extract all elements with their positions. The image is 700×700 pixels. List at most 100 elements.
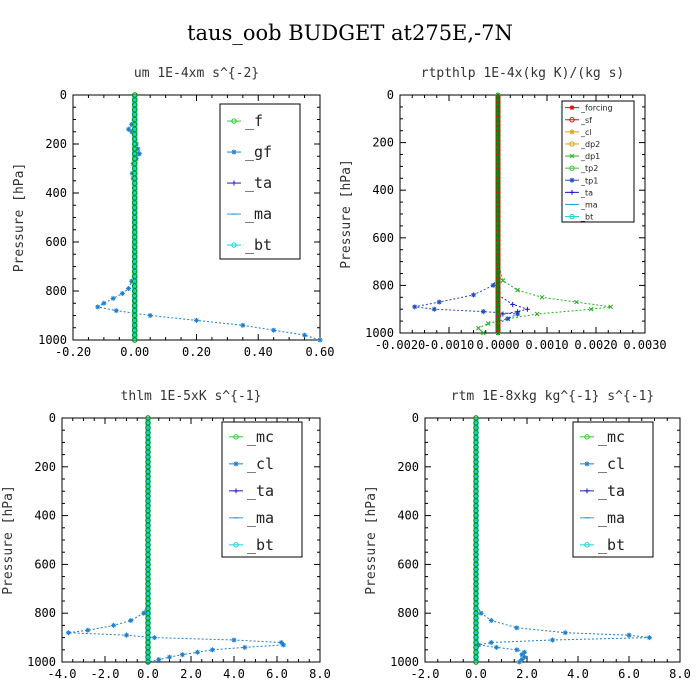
x-tick-label: -0.20: [55, 345, 91, 359]
data-point: [550, 637, 555, 643]
data-point: [132, 244, 138, 250]
series-cl: [65, 418, 286, 665]
legend-marker: [233, 434, 239, 440]
data-point: [521, 654, 527, 660]
data-point: [626, 632, 632, 638]
data-point: [132, 273, 138, 279]
data-point: [132, 205, 138, 211]
data-point: [231, 637, 237, 643]
x-tick-label: 0.40: [244, 345, 273, 359]
legend-marker: [569, 105, 575, 111]
x-tick-label: -2.0: [91, 667, 120, 681]
data-point: [495, 135, 501, 141]
data-point: [156, 657, 162, 663]
legend-label: _ta: [598, 482, 625, 500]
panel-title: rtpthlp 1E-4x(kg K)/(kg s): [421, 66, 625, 81]
data-point: [476, 642, 482, 648]
data-point: [495, 254, 501, 260]
data-point: [132, 307, 138, 314]
data-point: [495, 244, 501, 250]
data-point: [495, 297, 501, 303]
data-point: [132, 219, 138, 226]
data-point: [495, 97, 501, 103]
data-point: [132, 303, 138, 309]
data-point: [132, 268, 138, 275]
data-point: [495, 121, 501, 127]
data-point: [132, 180, 138, 186]
data-point: [436, 299, 442, 305]
data-point: [473, 659, 479, 665]
legend-box: [561, 100, 635, 223]
y-axis-label: Pressure [hPa]: [12, 163, 27, 273]
legend-marker: [231, 180, 237, 186]
y-tick-label: 600: [397, 557, 419, 571]
data-point: [495, 287, 501, 293]
data-point: [495, 201, 501, 207]
data-point: [132, 258, 138, 265]
y-tick-label: 400: [372, 183, 394, 197]
data-point: [65, 630, 71, 636]
legend-label: _bt: [580, 213, 593, 222]
data-point: [495, 230, 501, 236]
legend-label: _ma: [598, 509, 625, 527]
legend: _forcing _sf _cl _dp2 _dp1 _tp2 _tp1 _ta _ma _bt: [561, 100, 635, 223]
data-point: [495, 316, 501, 322]
data-point: [495, 187, 501, 193]
series-line: [497, 95, 530, 333]
legend-marker: [231, 242, 237, 248]
legend-label: _dp1: [580, 152, 600, 161]
legend-marker: [231, 149, 237, 155]
data-point: [515, 287, 520, 293]
data-point: [488, 618, 494, 624]
legend-label: _ta: [580, 188, 593, 197]
data-point: [129, 278, 135, 284]
series-ta: [495, 95, 530, 336]
data-point: [495, 144, 501, 150]
data-point: [128, 618, 134, 624]
y-axis-label: Pressure [hPa]: [1, 485, 16, 595]
data-point: [167, 654, 172, 660]
data-point: [495, 282, 501, 288]
data-point: [495, 263, 501, 269]
y-tick-label: 600: [45, 235, 67, 249]
y-tick-label: 800: [397, 606, 419, 620]
legend: _mc _cl _ta _ma _bt: [221, 421, 303, 558]
series-tp1: [412, 95, 521, 336]
data-point: [179, 652, 185, 658]
data-point: [495, 102, 501, 108]
data-point: [132, 278, 138, 284]
legend-label: _sf: [580, 116, 592, 125]
legend-label: _tp1: [580, 176, 598, 185]
data-point: [521, 649, 527, 655]
data-point: [495, 292, 501, 298]
legend-marker: [233, 488, 239, 494]
x-tick-label: 0.00: [120, 345, 149, 359]
data-point: [495, 211, 501, 217]
legend-label: _forcing: [580, 104, 613, 113]
legend-marker: [569, 141, 575, 147]
legend: _mc _cl _ta _ma _bt: [572, 421, 654, 558]
y-tick-label: 0: [387, 88, 394, 102]
panel-title: rtm 1E-8xkg kg^{-1} s^{-1}: [451, 389, 655, 404]
x-tick-label: -0.0010: [424, 338, 475, 352]
data-point: [514, 647, 520, 653]
data-point: [101, 300, 107, 306]
x-tick-label: 4.0: [567, 667, 589, 681]
legend-label: _ma: [580, 200, 598, 209]
data-point: [514, 625, 520, 631]
data-point: [510, 301, 516, 307]
data-point: [280, 642, 286, 648]
chart-panel-4: rtm 1E-8xkg kg^{-1} s^{-1} Pressure [hPa]…: [364, 389, 691, 681]
data-point: [132, 146, 138, 152]
data-point: [431, 306, 437, 312]
data-point: [534, 311, 540, 317]
y-tick-label: 200: [45, 137, 67, 151]
figure-title: taus_oob BUDGET at275E,-7N: [187, 21, 513, 45]
legend-label: _ta: [245, 174, 272, 192]
x-tick-label: 6.0: [266, 667, 288, 681]
legend-label: _ta: [247, 482, 274, 500]
data-point: [132, 249, 138, 255]
data-point: [495, 149, 501, 155]
data-point: [278, 639, 284, 645]
data-point: [495, 206, 501, 212]
